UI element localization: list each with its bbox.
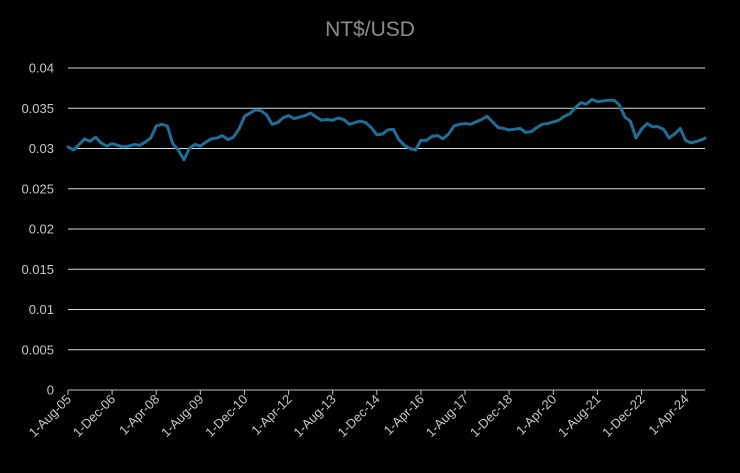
y-tick-label: 0.035 — [21, 101, 54, 116]
x-axis: 1-Aug-051-Dec-061-Apr-081-Aug-091-Dec-10… — [26, 389, 705, 440]
gridlines — [68, 67, 705, 351]
y-tick-label: 0.005 — [21, 342, 54, 357]
series-line — [66, 97, 707, 162]
x-tick-label: 1-Apr-20 — [513, 392, 559, 438]
y-tick-label: 0 — [47, 383, 54, 398]
x-tick-label: 1-Dec-06 — [70, 392, 118, 440]
series-layer — [66, 97, 707, 162]
x-tick-label: 1-Aug-21 — [555, 392, 603, 440]
x-tick-label: 1-Apr-16 — [381, 392, 427, 438]
y-axis-tick-labels: 0 0.005 0.01 0.015 0.02 0.025 0.03 0.035 0.04 — [21, 61, 54, 398]
y-tick-label: 0.015 — [21, 262, 54, 277]
y-tick-label: 0.025 — [21, 181, 54, 196]
x-tick-label: 1-Apr-24 — [645, 392, 691, 438]
y-tick-label: 0.03 — [29, 141, 54, 156]
x-tick-label: 1-Aug-09 — [158, 392, 206, 440]
y-tick-label: 0.02 — [29, 222, 54, 237]
x-tick-label: 1-Aug-17 — [423, 392, 471, 440]
x-tick-label: 1-Dec-18 — [467, 392, 515, 440]
y-tick-label: 0.01 — [29, 302, 54, 317]
x-tick-label: 1-Apr-08 — [116, 392, 162, 438]
x-tick-label: 1-Aug-05 — [26, 392, 74, 440]
x-tick-label: 1-Apr-12 — [248, 392, 294, 438]
x-tick-label: 1-Aug-13 — [290, 392, 338, 440]
x-tick-label: 1-Dec-10 — [202, 392, 250, 440]
x-tick-label: 1-Dec-14 — [335, 392, 383, 440]
y-tick-label: 0.04 — [29, 61, 54, 76]
x-tick-label: 1-Dec-22 — [599, 392, 647, 440]
chart-title: NT$/USD — [325, 18, 415, 41]
